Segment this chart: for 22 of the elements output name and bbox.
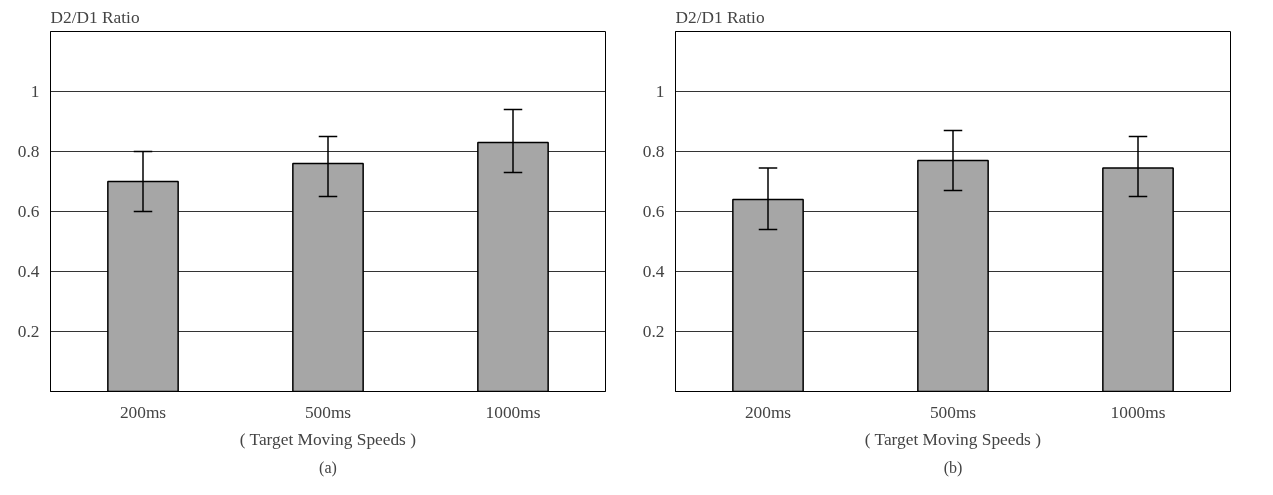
x-axis-title: ( Target Moving Speeds ): [239, 429, 417, 449]
x-tick-label: 1000ms: [1110, 402, 1166, 422]
x-axis-title: ( Target Moving Speeds ): [864, 429, 1042, 449]
y-tick-label: 0.8: [642, 142, 665, 161]
x-tick-label: 500ms: [304, 402, 352, 422]
y-tick-label: 0.6: [17, 202, 40, 221]
y-tick-label: 0.4: [642, 262, 665, 281]
x-tick-label: 200ms: [119, 402, 167, 422]
y-tick-label: 0.8: [17, 142, 40, 161]
y-tick-label: 0.4: [17, 262, 40, 281]
y-axis-title: D2/D1 Ratio: [50, 7, 140, 27]
text: (a): [319, 458, 337, 477]
y-tick-label: 1: [30, 82, 40, 101]
text: (b): [943, 458, 963, 477]
y-axis-title: D2/D1 Ratio: [675, 7, 765, 27]
y-tick-label: 1: [655, 82, 665, 101]
x-tick-label: 500ms: [929, 402, 977, 422]
y-tick-label: 0.2: [642, 322, 665, 341]
x-tick-label: 200ms: [744, 402, 792, 422]
x-tick-label: 1000ms: [485, 402, 541, 422]
y-tick-label: 0.6: [642, 202, 665, 221]
y-tick-label: 0.2: [17, 322, 40, 341]
